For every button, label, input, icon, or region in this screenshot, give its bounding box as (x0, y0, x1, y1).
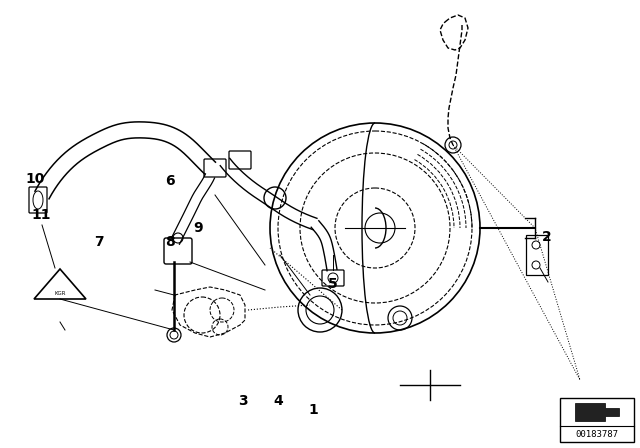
Text: 00183787: 00183787 (575, 430, 618, 439)
Text: 8: 8 (164, 235, 175, 249)
Text: 7: 7 (94, 235, 104, 249)
Text: 10: 10 (26, 172, 45, 186)
Text: 2: 2 (542, 230, 552, 245)
Text: 1: 1 (308, 403, 319, 417)
Bar (526, 235, 548, 275)
Text: 3: 3 (238, 394, 248, 408)
Text: 5: 5 (328, 277, 338, 292)
Text: KGR: KGR (54, 290, 66, 296)
Text: 6: 6 (164, 174, 175, 189)
Text: 9: 9 (193, 221, 204, 236)
Polygon shape (575, 403, 619, 421)
Text: 11: 11 (32, 208, 51, 222)
Text: 4: 4 (273, 394, 284, 408)
Bar (560, 398, 634, 442)
